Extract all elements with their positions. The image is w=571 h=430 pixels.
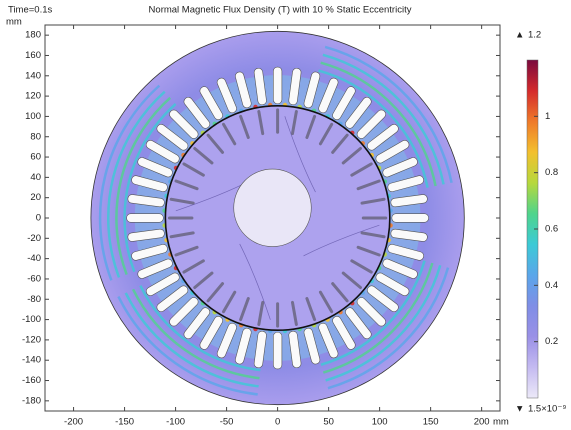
x-tick-label: 150 <box>423 417 439 428</box>
max-arrow: ▲ <box>515 30 524 41</box>
y-tick-label: 40 <box>30 172 41 183</box>
y-tick-label: -120 <box>22 334 41 345</box>
y-tick-label: -140 <box>22 355 41 366</box>
y-tick-label: -160 <box>22 375 41 386</box>
colorbar-tick-label: 0.2 <box>545 336 558 347</box>
y-tick-label: 100 <box>25 111 41 122</box>
stator-slot <box>273 332 282 369</box>
machine <box>91 31 464 404</box>
y-tick-label: 20 <box>30 192 41 203</box>
x-tick-label: -150 <box>115 417 134 428</box>
x-tick-label: -50 <box>220 417 234 428</box>
colorbar-tick-label: 0.4 <box>545 280 558 291</box>
stator-slot <box>127 214 164 223</box>
y-tick-label: -100 <box>22 314 41 325</box>
y-unit: mm <box>6 17 22 28</box>
colorbar-tick-label: 1 <box>545 111 550 122</box>
y-tick-label: -20 <box>27 233 41 244</box>
x-unit: mm <box>493 417 509 428</box>
colorbar-tick-label: 0.6 <box>545 224 558 235</box>
chart: Time=0.1s Normal Magnetic Flux Density (… <box>0 0 571 430</box>
chart-title: Normal Magnetic Flux Density (T) with 10… <box>149 5 412 16</box>
x-tick-label: -200 <box>64 417 83 428</box>
y-tick-label: 120 <box>25 91 41 102</box>
colorbar-max: 1.2 <box>528 30 541 41</box>
y-tick-label: 0 <box>36 213 41 224</box>
x-tick-label: 0 <box>275 417 280 428</box>
colorbar-min: 1.5×10⁻⁹ <box>528 404 566 415</box>
min-arrow: ▼ <box>515 404 524 415</box>
stator-slot <box>273 67 282 104</box>
y-tick-label: 60 <box>30 152 41 163</box>
shaft <box>234 169 312 247</box>
y-tick-label: -40 <box>27 253 41 264</box>
y-tick-label: -60 <box>27 273 41 284</box>
y-tick-label: 160 <box>25 50 41 61</box>
x-tick-label: 100 <box>372 417 388 428</box>
y-tick-label: 180 <box>25 30 41 41</box>
time-label: Time=0.1s <box>8 5 53 16</box>
y-tick-label: -180 <box>22 395 41 406</box>
colorbar-tick-label: 0.8 <box>545 167 558 178</box>
stator-slot <box>392 214 429 223</box>
y-tick-label: -80 <box>27 294 41 305</box>
x-tick-label: -100 <box>166 417 185 428</box>
x-tick-label: 200 <box>474 417 490 428</box>
x-tick-label: 50 <box>323 417 334 428</box>
y-tick-label: 80 <box>30 131 41 142</box>
y-tick-label: 140 <box>25 70 41 81</box>
